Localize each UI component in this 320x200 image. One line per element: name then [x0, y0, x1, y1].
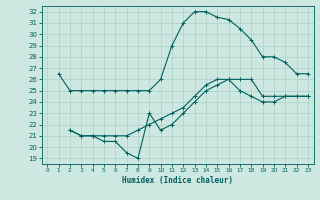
X-axis label: Humidex (Indice chaleur): Humidex (Indice chaleur) [122, 176, 233, 185]
